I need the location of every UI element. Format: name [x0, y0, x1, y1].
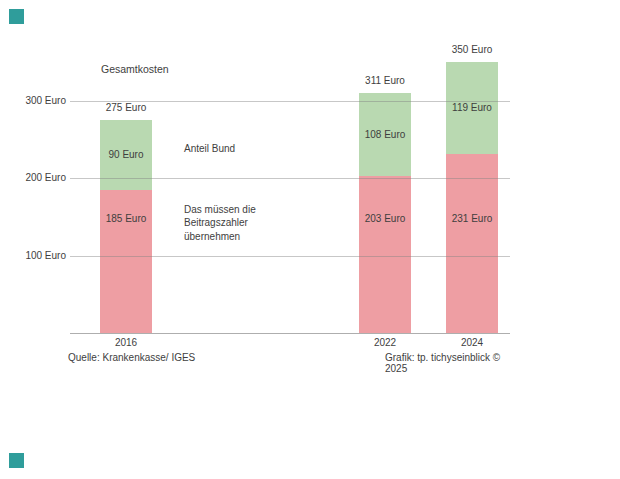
- bar-2022-total-value: 311 Euro: [345, 75, 425, 86]
- annotation-line-2: Beitragszahler: [184, 216, 256, 229]
- annotation-anteil-bund: Anteil Bund: [184, 142, 235, 155]
- y-axis-tick-label: 200 Euro: [0, 172, 66, 184]
- x-axis-line: [70, 333, 510, 334]
- bar-2024-beitragszahler-segment: [446, 154, 498, 333]
- annotation-beitragszahler: Das müssen die Beitragszahler übernehmen: [184, 203, 256, 243]
- x-axis-year-label: 2024: [432, 337, 512, 348]
- gridline-100: [70, 256, 510, 257]
- corner-decoration-bottom-icon: [9, 453, 24, 468]
- y-axis-tick-label: 100 Euro: [0, 250, 66, 262]
- bar-2022-beitragszahler-value: 203 Euro: [359, 213, 411, 224]
- bar-2016-beitragszahler-value: 185 Euro: [100, 213, 152, 224]
- y-axis-tick-label: 300 Euro: [0, 95, 66, 107]
- infographic-canvas: 300 Euro 200 Euro 100 Euro 90 Euro 185 Euro 2…: [0, 0, 620, 479]
- bar-2016-beitragszahler-segment: [100, 190, 152, 333]
- graphic-credit: Grafik: tp. tichyseinblick © 2025: [385, 352, 515, 374]
- x-axis-year-label: 2016: [86, 337, 166, 348]
- bar-2024-beitragszahler-value: 231 Euro: [446, 213, 498, 224]
- bar-2016-total-value: 275 Euro: [86, 102, 166, 113]
- bar-2024-total-value: 350 Euro: [432, 44, 512, 55]
- annotation-line-1: Das müssen die: [184, 203, 256, 216]
- bar-2022-anteil-bund-value: 108 Euro: [359, 129, 411, 140]
- source-credit: Quelle: Krankenkasse/ IGES: [68, 352, 195, 363]
- annotation-line-3: übernehmen: [184, 230, 256, 243]
- bar-2024-anteil-bund-value: 119 Euro: [446, 102, 498, 113]
- gridline-200: [70, 178, 510, 179]
- corner-decoration-top-icon: [9, 9, 24, 24]
- x-axis-year-label: 2022: [345, 337, 425, 348]
- bar-2022-beitragszahler-segment: [359, 176, 411, 333]
- bar-2016-anteil-bund-value: 90 Euro: [100, 149, 152, 160]
- chart-title: Gesamtkosten: [101, 63, 169, 75]
